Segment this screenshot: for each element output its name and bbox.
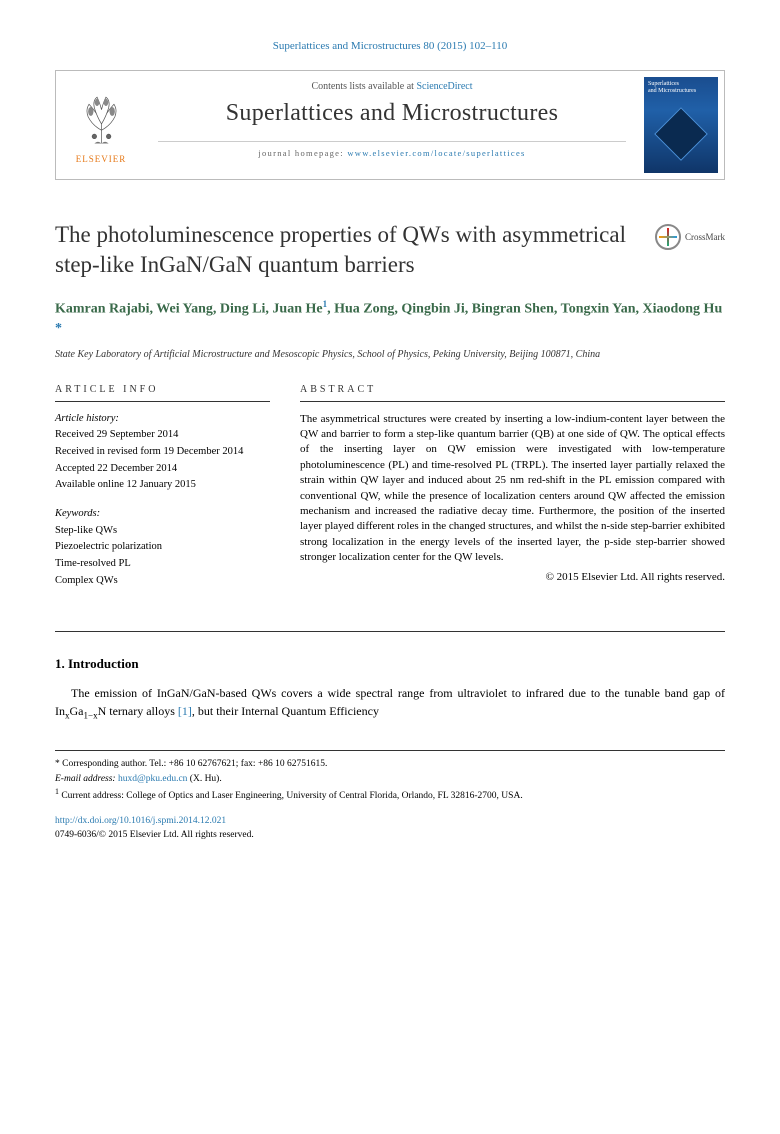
cover-title: Superlattices xyxy=(648,81,714,88)
elsevier-tree-icon xyxy=(71,87,131,152)
corresponding-author-note: * Corresponding author. Tel.: +86 10 627… xyxy=(55,757,725,771)
authors-list: Kamran Rajabi, Wei Yang, Ding Li, Juan H… xyxy=(55,298,725,339)
footnote-1: 1 Current address: College of Optics and… xyxy=(55,786,725,803)
reference-link-1[interactable]: [1] xyxy=(178,704,192,718)
abstract-copyright: © 2015 Elsevier Ltd. All rights reserved… xyxy=(300,570,725,585)
doi-link[interactable]: http://dx.doi.org/10.1016/j.spmi.2014.12… xyxy=(55,816,226,826)
elsevier-text: ELSEVIER xyxy=(76,154,127,164)
cover-image: Superlattices and Microstructures xyxy=(644,77,718,173)
affiliation: State Key Laboratory of Artificial Micro… xyxy=(55,349,725,360)
email-who: (X. Hu). xyxy=(187,774,221,784)
journal-cover-thumb[interactable]: Superlattices and Microstructures xyxy=(638,71,724,179)
article-info-heading: ARTICLE INFO xyxy=(55,384,270,402)
section-divider xyxy=(55,631,725,632)
crossmark-icon xyxy=(655,224,681,250)
sciencedirect-link[interactable]: ScienceDirect xyxy=(416,81,472,92)
email-link[interactable]: huxd@pku.edu.cn xyxy=(118,774,187,784)
crossmark-badge[interactable]: CrossMark xyxy=(655,224,725,250)
section-1-heading: 1. Introduction xyxy=(55,656,725,672)
authors-part2: , Hua Zong, Qingbin Ji, Bingran Shen, To… xyxy=(327,301,722,316)
email-line: E-mail address: huxd@pku.edu.cn (X. Hu). xyxy=(55,772,725,786)
formula-sub-1mx: 1−x xyxy=(84,710,98,720)
corresponding-marker[interactable]: * xyxy=(55,321,62,336)
contents-available-line: Contents lists available at ScienceDirec… xyxy=(158,81,626,92)
revised-date: Received in revised form 19 December 201… xyxy=(55,445,270,460)
authors-part1: Kamran Rajabi, Wei Yang, Ding Li, Juan H… xyxy=(55,301,323,316)
abstract-text: The asymmetrical structures were created… xyxy=(300,412,725,566)
title-row: The photoluminescence properties of QWs … xyxy=(55,220,725,280)
issn-copyright-line: 0749-6036/© 2015 Elsevier Ltd. All right… xyxy=(55,829,725,842)
intro-text-mid: Ga xyxy=(70,704,84,718)
elsevier-logo[interactable]: ELSEVIER xyxy=(56,71,146,179)
homepage-line: journal homepage: www.elsevier.com/locat… xyxy=(158,141,626,158)
doi-block: http://dx.doi.org/10.1016/j.spmi.2014.12… xyxy=(55,815,725,842)
keyword-2: Piezoelectric polarization xyxy=(55,540,270,555)
header-citation: Superlattices and Microstructures 80 (20… xyxy=(55,40,725,52)
contents-prefix: Contents lists available at xyxy=(311,81,416,92)
keywords-label: Keywords: xyxy=(55,507,270,522)
intro-text-post: N ternary alloys xyxy=(98,704,178,718)
cover-subtitle: and Microstructures xyxy=(648,88,714,95)
homepage-link[interactable]: www.elsevier.com/locate/superlattices xyxy=(347,148,525,158)
intro-text-tail: , but their Internal Quantum Efficiency xyxy=(192,704,379,718)
info-abstract-row: ARTICLE INFO Article history: Received 2… xyxy=(55,384,725,591)
page-container: Superlattices and Microstructures 80 (20… xyxy=(0,0,780,872)
crossmark-label: CrossMark xyxy=(685,232,725,242)
masthead-center: Contents lists available at ScienceDirec… xyxy=(146,71,638,179)
intro-paragraph: The emission of InGaN/GaN-based QWs cove… xyxy=(55,684,725,723)
footnotes-block: * Corresponding author. Tel.: +86 10 627… xyxy=(55,750,725,842)
keyword-4: Complex QWs xyxy=(55,574,270,589)
homepage-prefix: journal homepage: xyxy=(258,148,347,158)
received-date: Received 29 September 2014 xyxy=(55,428,270,443)
history-label: Article history: xyxy=(55,412,270,427)
article-title: The photoluminescence properties of QWs … xyxy=(55,220,655,280)
masthead: ELSEVIER Contents lists available at Sci… xyxy=(55,70,725,180)
journal-name: Superlattices and Microstructures xyxy=(158,100,626,127)
abstract-heading: ABSTRACT xyxy=(300,384,725,402)
footnote-1-text: Current address: College of Optics and L… xyxy=(59,791,523,801)
cover-graphic-icon xyxy=(654,107,708,161)
article-info-column: ARTICLE INFO Article history: Received 2… xyxy=(55,384,270,591)
email-label: E-mail address: xyxy=(55,774,118,784)
keyword-3: Time-resolved PL xyxy=(55,557,270,572)
abstract-column: ABSTRACT The asymmetrical structures wer… xyxy=(300,384,725,591)
accepted-date: Accepted 22 December 2014 xyxy=(55,462,270,477)
online-date: Available online 12 January 2015 xyxy=(55,478,270,493)
keyword-1: Step-like QWs xyxy=(55,524,270,539)
